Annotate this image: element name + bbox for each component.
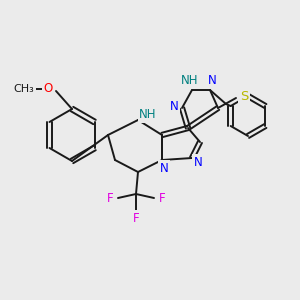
Text: O: O (44, 82, 52, 95)
Text: N: N (208, 74, 216, 86)
Text: F: F (107, 191, 113, 205)
Text: F: F (159, 191, 165, 205)
Text: N: N (194, 155, 202, 169)
Text: S: S (240, 89, 248, 103)
Text: NH: NH (181, 74, 199, 86)
Text: N: N (169, 100, 178, 112)
Text: F: F (133, 212, 139, 224)
Text: NH: NH (139, 109, 157, 122)
Text: CH₃: CH₃ (14, 84, 34, 94)
Text: N: N (160, 161, 168, 175)
